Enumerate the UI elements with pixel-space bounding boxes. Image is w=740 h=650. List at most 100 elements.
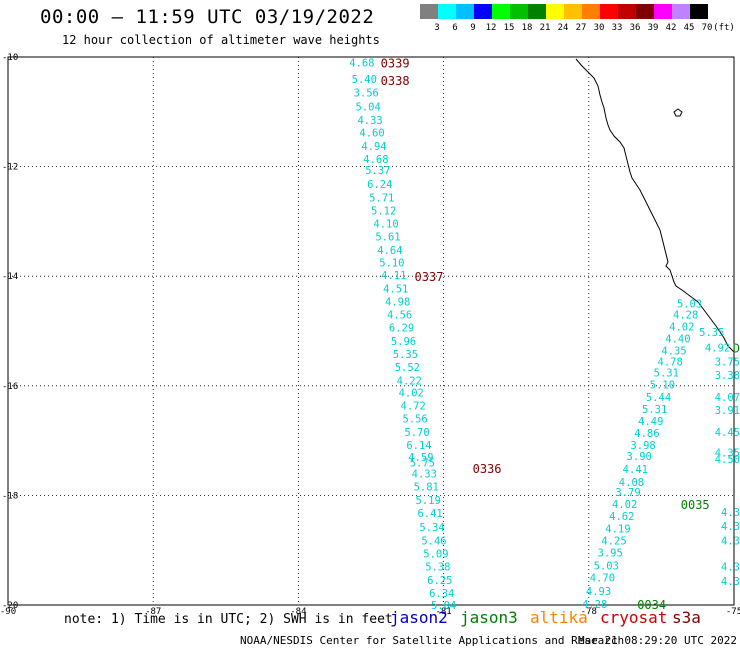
credit-line: NOAA/NESDIS Center for Satellite Applica… xyxy=(240,634,625,647)
wave-height-value: 4.07 xyxy=(715,392,740,404)
wave-height-value: 4.94 xyxy=(361,141,386,153)
wave-height-value: 4.64 xyxy=(377,245,402,257)
legend-swatch xyxy=(456,4,474,19)
satellite-name: jason2 xyxy=(390,608,448,627)
satellite-name: s3a xyxy=(672,608,701,627)
wave-height-value: 5.34 xyxy=(419,522,444,534)
legend-label: 36 xyxy=(629,23,641,33)
wave-height-value: 4.49 xyxy=(638,416,663,428)
wave-height-value: 5.70 xyxy=(404,427,429,439)
wave-height-value: 4.02 xyxy=(399,387,424,399)
wave-height-value: 5.81 xyxy=(414,482,439,494)
wave-height-value: 4.3 xyxy=(721,576,740,588)
wave-height-value: 5.03 xyxy=(594,561,619,573)
wave-height-value: 4.3 xyxy=(721,535,740,547)
legend-swatch xyxy=(492,4,510,19)
legend-swatch xyxy=(528,4,546,19)
satellite-name: cryosat xyxy=(600,608,668,627)
legend-swatch xyxy=(564,4,582,19)
legend-label: 70 xyxy=(701,23,713,33)
wave-height-value: 5.52 xyxy=(395,362,420,374)
legend-swatch xyxy=(582,4,600,19)
wave-height-value: 4.92 xyxy=(705,342,730,354)
wave-height-value: 4.59 xyxy=(408,452,433,464)
wave-height-value: 6.24 xyxy=(367,179,392,191)
legend-swatch xyxy=(420,4,438,19)
legend-label: 33 xyxy=(611,23,623,33)
wave-height-value: 3.91 xyxy=(715,405,740,417)
wave-height-value: 4.72 xyxy=(401,401,426,413)
lon-tick-label: -81 xyxy=(435,607,451,617)
wave-height-value: 4.10 xyxy=(373,219,398,231)
legend-label: 6 xyxy=(452,23,458,33)
pass-time-label: 0339 xyxy=(381,56,410,70)
lat-tick-label: -18 xyxy=(2,491,18,501)
legend-label: 24 xyxy=(557,23,569,33)
wave-height-value: 4.22 xyxy=(397,375,422,387)
lat-tick-label: -10 xyxy=(2,53,18,63)
pass-time-label: D xyxy=(733,341,740,355)
legend-label: 27 xyxy=(575,23,587,33)
pass-time-label: 0034 xyxy=(637,598,666,612)
wave-height-value: 5.04 xyxy=(356,101,381,113)
wave-height-value: 3.75 xyxy=(715,357,740,369)
legend-label: 30 xyxy=(593,23,605,33)
wave-height-value: 4.19 xyxy=(605,523,630,535)
map-frame xyxy=(7,56,735,606)
wave-height-value: 3.95 xyxy=(598,547,623,559)
wave-height-value: 4.98 xyxy=(385,296,410,308)
legend-label: 21 xyxy=(539,23,551,33)
wave-height-value: 4.28 xyxy=(582,599,607,611)
legend-label: 18 xyxy=(521,23,533,33)
wave-height-value: 4.41 xyxy=(623,464,648,476)
legend-swatch xyxy=(672,4,690,19)
wave-height-value: 5.40 xyxy=(352,74,377,86)
satellite-name: altika xyxy=(530,608,588,627)
wave-height-value: 6.14 xyxy=(406,440,431,452)
wave-height-value: 4.56 xyxy=(387,310,412,322)
legend-swatch xyxy=(438,4,456,19)
wave-height-value: 6.29 xyxy=(389,323,414,335)
wave-height-value: 4.11 xyxy=(381,270,406,282)
wave-height-value: 4.02 xyxy=(612,499,637,511)
lat-tick-label: -16 xyxy=(2,382,18,392)
wave-height-value: 3.79 xyxy=(615,487,640,499)
wave-height-value: 5.46 xyxy=(421,535,446,547)
wave-height-value: 5.38 xyxy=(425,562,450,574)
wave-height-value: 4.60 xyxy=(359,128,384,140)
coastline xyxy=(575,58,735,353)
wave-height-value: 6.25 xyxy=(427,575,452,587)
wave-height-value: 5.10 xyxy=(650,380,675,392)
legend-label: 15 xyxy=(503,23,515,33)
wave-height-value: 4.40 xyxy=(665,334,690,346)
wave-height-value: 4.3 xyxy=(721,521,740,533)
wave-height-value: 3.90 xyxy=(627,451,652,463)
page-subtitle: 12 hour collection of altimeter wave hei… xyxy=(62,33,380,47)
lon-tick-label: -84 xyxy=(290,607,306,617)
wave-height-value: 3.56 xyxy=(354,88,379,100)
graticule xyxy=(8,57,734,605)
wave-height-value: 4.45 xyxy=(715,427,740,439)
wave-height-value: 5.75 xyxy=(410,458,435,470)
wave-height-value: 5.61 xyxy=(375,232,400,244)
page-title: 00:00 – 11:59 UTC 03/19/2022 xyxy=(40,6,375,28)
island-outline xyxy=(673,108,683,117)
wave-height-value: 4.3 xyxy=(721,507,740,519)
wave-height-value: 5.04 xyxy=(431,600,456,612)
legend-unit: (ft) xyxy=(713,23,735,33)
wave-height-value: 4.62 xyxy=(609,511,634,523)
legend-label: 39 xyxy=(647,23,659,33)
wave-height-value: 5.44 xyxy=(646,392,671,404)
lon-tick-label: -75 xyxy=(726,607,740,617)
wave-height-value: 5.31 xyxy=(654,368,679,380)
wave-height-value: 5.19 xyxy=(416,495,441,507)
wave-height-value: 5.09 xyxy=(423,548,448,560)
wave-height-value: 5.71 xyxy=(369,192,394,204)
wave-height-value: 4.93 xyxy=(586,586,611,598)
wave-height-value: 5.96 xyxy=(391,336,416,348)
wave-height-value: 5.35 xyxy=(393,349,418,361)
wave-height-value: 4.35 xyxy=(661,346,686,358)
lon-tick-label: -78 xyxy=(581,607,597,617)
wave-height-value: 4.68 xyxy=(363,154,388,166)
